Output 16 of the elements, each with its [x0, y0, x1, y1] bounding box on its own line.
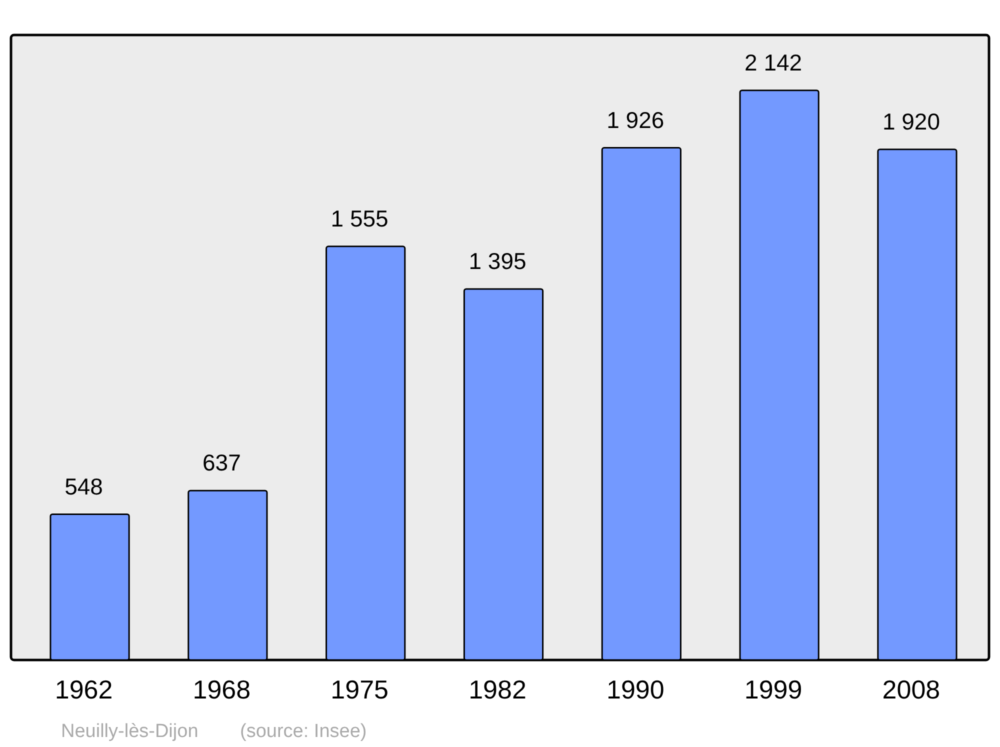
- x-tick-label: 1982: [468, 674, 526, 704]
- data-label: 2 142: [744, 49, 802, 76]
- data-label: 1 920: [882, 108, 940, 134]
- data-label: 637: [202, 450, 241, 476]
- x-tick-label: 1975: [330, 674, 389, 704]
- data-label: 1 926: [606, 106, 664, 133]
- data-label: 1 395: [468, 248, 526, 274]
- data-label: 548: [64, 473, 103, 500]
- x-tick-label: 1990: [606, 674, 664, 704]
- text: (source: Insee): [240, 721, 367, 742]
- x-tick-label: 1962: [54, 674, 113, 704]
- data-label: 1 555: [330, 205, 388, 232]
- x-tick-label: 2008: [882, 674, 940, 704]
- text: Neuilly-lès-Dijon: [61, 721, 198, 742]
- x-tick-label: 1999: [744, 674, 802, 704]
- x-tick-label: 1968: [192, 674, 251, 704]
